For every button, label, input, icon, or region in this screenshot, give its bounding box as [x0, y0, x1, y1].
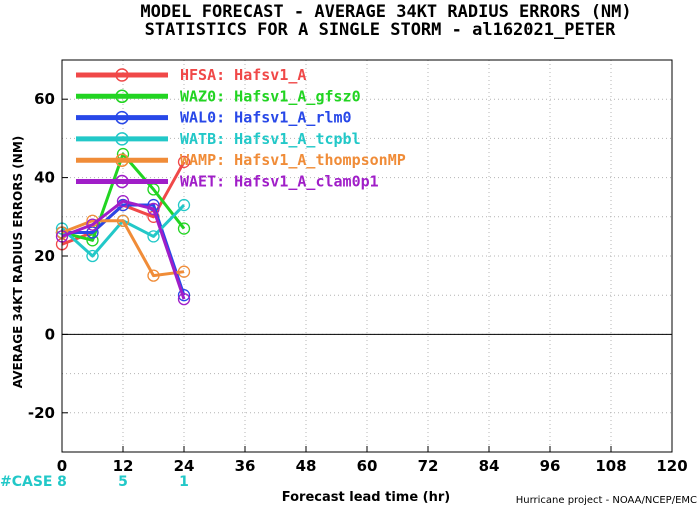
series-4: [55, 214, 191, 282]
case-count: 1: [179, 474, 189, 490]
x-tick-label: 60: [357, 457, 378, 475]
legend-swatch-marker: [115, 153, 129, 167]
credit-text: Hurricane project - NOAA/NCEP/EMC: [516, 495, 697, 506]
y-tick-label: 40: [34, 169, 55, 187]
legend-label: WAZ0: Hafsv1_A_gfsz0: [180, 87, 361, 105]
y-tick-label: 60: [34, 90, 55, 108]
x-tick-label: 48: [296, 457, 317, 475]
data-point: [177, 289, 191, 302]
legend: HFSA: Hafsv1_A WAZ0: Hafsv1_A_gfsz0 WAL0: …: [76, 66, 406, 191]
data-point: [116, 194, 130, 208]
data-point: [147, 202, 160, 216]
x-tick-label: 84: [479, 457, 500, 475]
case-label: #CASE: [0, 474, 53, 490]
x-tick-label: 108: [595, 457, 626, 475]
legend-label: WAET: Hafsv1_A_clam0p1: [180, 173, 379, 191]
x-tick-label: 0: [57, 457, 67, 475]
data-point: [177, 222, 191, 235]
y-axis-label: AVERAGE 34KT RADIUS ERRORS (NM): [11, 136, 25, 388]
data-point: [86, 249, 99, 263]
legend-item: HFSA: Hafsv1_A: [76, 66, 306, 84]
data-point: [86, 234, 99, 247]
legend-swatch-marker: [115, 68, 129, 82]
data-point: [177, 292, 191, 306]
case-counts: #CASE 8 5 1: [0, 474, 189, 490]
legend-label: HFSA: Hafsv1_A: [180, 66, 306, 84]
y-tick-label: 20: [34, 247, 55, 265]
x-ticks: 0 12 24 36 48 60 72 84 96 108 120: [57, 446, 688, 475]
series-layer: [55, 147, 191, 306]
data-point: [177, 155, 191, 169]
legend-item: WAL0: Hafsv1_A_rlm0: [76, 109, 352, 127]
x-axis-label: Forecast lead time (hr): [282, 490, 450, 505]
data-point: [86, 218, 99, 231]
legend-label: WATB: Hafsv1_A_tcpbl: [180, 130, 361, 148]
x-tick-label: 12: [113, 457, 134, 475]
case-count: 8: [57, 474, 67, 490]
series-line: [61, 199, 186, 300]
legend-item: WATB: Hafsv1_A_tcpbl: [76, 130, 361, 148]
x-tick-label: 24: [174, 457, 195, 475]
x-tick-label: 120: [656, 457, 687, 475]
legend-item: WAMP: Hafsv1_A_thompsonMP: [76, 151, 406, 169]
data-point: [147, 269, 160, 282]
y-ticks: -20 0 20 40 60: [28, 90, 68, 422]
legend-item: WAZ0: Hafsv1_A_gfsz0: [76, 87, 361, 105]
case-count: 5: [118, 474, 128, 490]
data-point: [116, 214, 130, 227]
chart-subtitle: STATISTICS FOR A SINGLE STORM - al162021…: [145, 20, 617, 40]
legend-swatch-marker: [115, 132, 129, 146]
data-point: [147, 230, 160, 243]
legend-label: WAL0: Hafsv1_A_rlm0: [180, 109, 352, 127]
data-point: [177, 198, 191, 212]
legend-item: WAET: Hafsv1_A_clam0p1: [76, 173, 379, 191]
x-tick-label: 96: [540, 457, 561, 475]
data-point: [86, 226, 99, 239]
series-line: [61, 219, 185, 278]
legend-swatch-marker: [115, 110, 129, 125]
x-tick-label: 36: [235, 457, 256, 475]
data-point: [177, 265, 191, 278]
legend-swatch-marker: [115, 89, 129, 104]
legend-label: WAMP: Hafsv1_A_thompsonMP: [180, 151, 406, 169]
legend-swatch-marker: [115, 174, 129, 189]
x-tick-label: 72: [418, 457, 439, 475]
chart-title: MODEL FORECAST - AVERAGE 34KT RADIUS ERR…: [140, 2, 631, 22]
y-tick-label: 0: [45, 325, 55, 343]
y-tick-label: -20: [28, 404, 55, 422]
series-line: [62, 203, 186, 296]
